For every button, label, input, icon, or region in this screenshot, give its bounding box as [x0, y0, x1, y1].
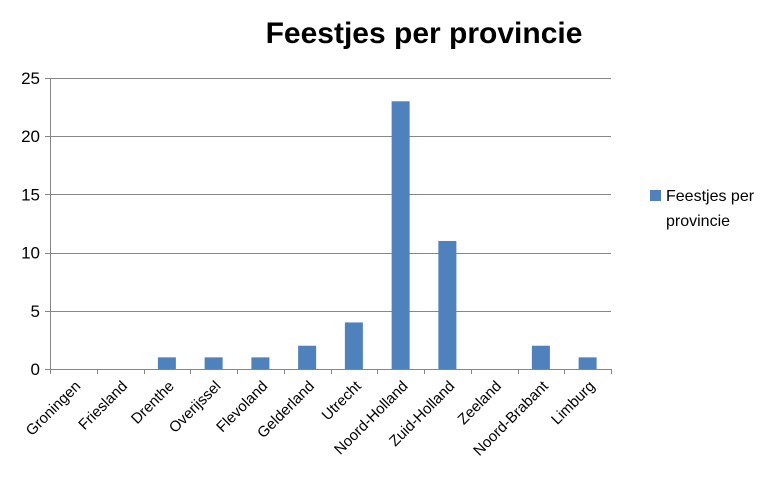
gridlines: [50, 78, 611, 370]
x-tick-label: Limburg: [548, 378, 598, 428]
bar: [344, 322, 363, 369]
legend-label-line-2: provincie: [666, 213, 730, 230]
bars: [157, 101, 597, 369]
x-tick-label: Utrecht: [319, 377, 366, 424]
y-tick-label: 0: [31, 360, 40, 379]
legend-swatch: [650, 190, 661, 201]
bar: [298, 345, 317, 369]
y-tick-labels: 0 5 10 15 20 25: [21, 69, 40, 379]
bar: [578, 357, 597, 369]
y-tick-label: 15: [21, 185, 40, 204]
bar: [391, 101, 410, 369]
x-tick-label: Groningen: [23, 378, 85, 440]
bar: [157, 357, 176, 369]
bar: [204, 357, 223, 369]
legend: Feestjes per provincie: [650, 188, 755, 230]
axes: [45, 78, 612, 374]
bar: [251, 357, 270, 369]
chart-title: Feestjes per provincie: [266, 17, 583, 50]
x-tick-labels: GroningenFrieslandDrentheOverijsselFlevo…: [23, 377, 599, 459]
bar: [438, 240, 457, 369]
legend-label-line-1: Feestjes per: [666, 188, 755, 205]
y-tick-label: 25: [21, 69, 40, 88]
y-tick-label: 5: [31, 302, 40, 321]
bar: [531, 345, 550, 369]
y-tick-label: 20: [21, 127, 40, 146]
y-tick-label: 10: [21, 244, 40, 263]
x-tick-label: Friesland: [75, 378, 131, 434]
